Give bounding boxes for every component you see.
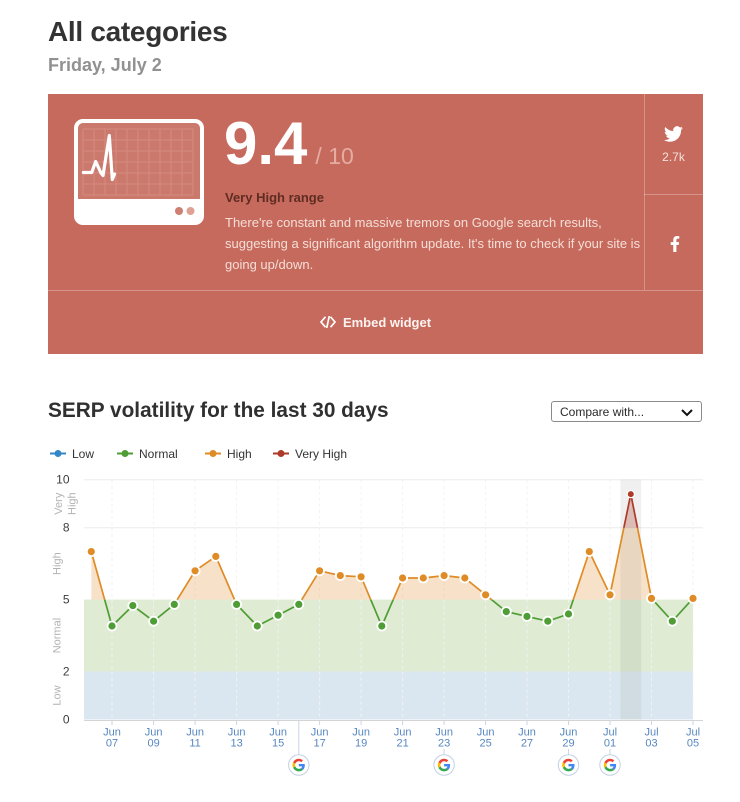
svg-text:Very: Very <box>53 492 65 515</box>
svg-text:Low: Low <box>52 685 64 705</box>
svg-text:Very High: Very High <box>295 447 347 461</box>
svg-text:5: 5 <box>63 593 70 607</box>
svg-text:High: High <box>52 552 64 575</box>
svg-text:10: 10 <box>56 473 70 487</box>
svg-text:Normal: Normal <box>52 618 64 653</box>
svg-text:0: 0 <box>63 713 70 727</box>
svg-text:2: 2 <box>63 665 70 679</box>
svg-text:8: 8 <box>63 521 70 535</box>
svg-text:Normal: Normal <box>139 447 178 461</box>
svg-text:High: High <box>67 492 79 515</box>
svg-text:Low: Low <box>72 447 94 461</box>
svg-text:High: High <box>227 447 252 461</box>
